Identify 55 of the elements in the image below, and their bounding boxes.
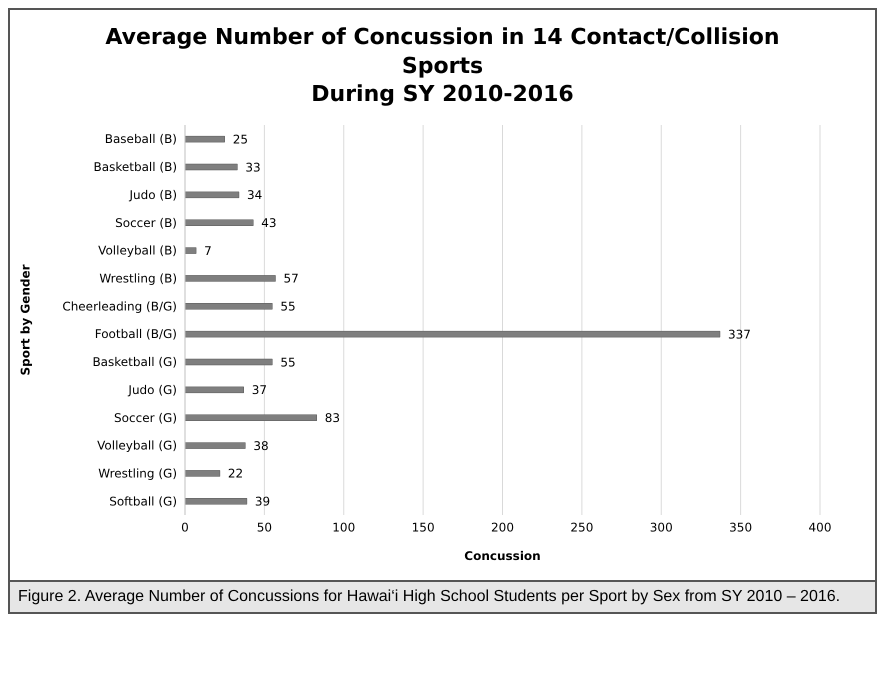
y-tick-label: Baseball (B) bbox=[104, 132, 177, 146]
bar bbox=[185, 136, 225, 142]
bar bbox=[185, 358, 273, 366]
bar bbox=[185, 247, 196, 254]
y-tick-label: Softball (G) bbox=[109, 494, 177, 508]
x-tick-label: 0 bbox=[181, 520, 189, 534]
y-tick-label: Soccer (B) bbox=[115, 216, 177, 230]
y-tick-label: Basketball (B) bbox=[94, 160, 177, 174]
data-label: 55 bbox=[280, 355, 296, 370]
y-tick-label: Football (B/G) bbox=[94, 326, 177, 341]
bar bbox=[185, 442, 246, 449]
y-axis-title: Sport by Gender bbox=[18, 264, 32, 376]
y-tick-label: Judo (G) bbox=[127, 382, 177, 397]
bar bbox=[185, 414, 318, 421]
x-tick-label: 50 bbox=[256, 520, 272, 534]
data-label: 34 bbox=[246, 188, 262, 202]
y-tick-label: Volleyball (G) bbox=[97, 438, 177, 452]
data-label: 25 bbox=[232, 132, 248, 146]
bar bbox=[185, 498, 248, 504]
data-label: 22 bbox=[228, 466, 244, 480]
bar bbox=[185, 302, 273, 310]
bar bbox=[185, 470, 220, 476]
x-tick-label: 200 bbox=[491, 520, 514, 534]
data-label: 7 bbox=[204, 244, 212, 258]
data-label: 57 bbox=[283, 271, 299, 286]
data-label: 38 bbox=[253, 438, 269, 453]
y-tick-label: Soccer (G) bbox=[114, 410, 177, 425]
bar bbox=[185, 386, 244, 393]
chart-title: Average Number of Concussion in 14 Contact/Collision Sports During SY 2010-2016 bbox=[104, 24, 781, 110]
data-label: 33 bbox=[245, 160, 261, 174]
bar bbox=[185, 191, 240, 198]
bar bbox=[185, 219, 254, 226]
bar bbox=[185, 274, 276, 282]
data-label: 43 bbox=[261, 216, 277, 230]
y-tick-label: Wrestling (B) bbox=[99, 271, 177, 286]
data-label: 39 bbox=[254, 494, 270, 508]
y-tick-label: Volleyball (B) bbox=[98, 243, 177, 258]
x-tick-label: 150 bbox=[412, 520, 435, 534]
x-tick-label: 300 bbox=[650, 520, 673, 534]
bar bbox=[185, 164, 238, 170]
y-tick-label: Judo (B) bbox=[128, 188, 177, 202]
x-tick-label: 400 bbox=[808, 520, 832, 534]
data-label: 37 bbox=[252, 382, 268, 397]
x-axis-title: Concussion bbox=[464, 548, 541, 563]
x-tick-label: 250 bbox=[570, 520, 594, 534]
caption: Figure 2. Average Number of Concussions for Hawai‘i High School Students per Sport by Sex from SY 2010 – 2016. bbox=[10, 580, 875, 612]
y-tick-label: Basketball (G) bbox=[92, 354, 177, 369]
x-tick-label: 350 bbox=[729, 520, 752, 534]
data-label: 337 bbox=[728, 327, 751, 342]
y-tick-label: Wrestling (G) bbox=[98, 466, 177, 480]
data-label: 55 bbox=[280, 299, 296, 314]
bar bbox=[185, 330, 720, 338]
x-tick-label: 100 bbox=[332, 520, 356, 534]
data-label: 83 bbox=[324, 410, 340, 425]
y-tick-label: Cheerleading (B/G) bbox=[62, 299, 177, 314]
